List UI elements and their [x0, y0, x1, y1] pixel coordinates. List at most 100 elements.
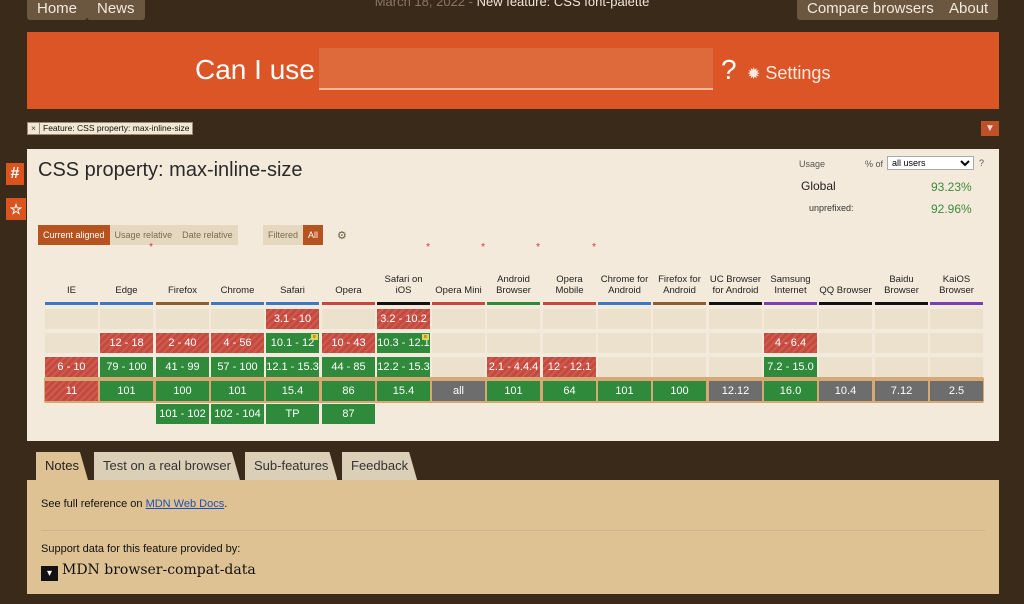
- browser-header[interactable]: Android Browser *: [487, 242, 540, 296]
- support-cell[interactable]: 10.3 - 12.1 ≡: [377, 333, 430, 353]
- support-cell[interactable]: 7.12: [875, 381, 928, 401]
- browser-color-bar: [598, 302, 651, 305]
- support-cell[interactable]: 101: [487, 381, 540, 401]
- browser-header[interactable]: Baidu Browser: [875, 246, 928, 296]
- empty-cell: [322, 309, 375, 329]
- support-cell[interactable]: 12 - 18: [100, 333, 153, 353]
- support-cell[interactable]: 101: [100, 381, 153, 401]
- browser-header[interactable]: IE: [45, 246, 98, 296]
- close-icon[interactable]: ×: [28, 123, 40, 134]
- support-cell[interactable]: 4 - 6.4: [764, 333, 817, 353]
- support-cell[interactable]: 6 - 10: [45, 357, 98, 377]
- support-cell[interactable]: 4 - 56: [211, 333, 264, 353]
- support-cell[interactable]: 2 - 40: [156, 333, 209, 353]
- support-cell[interactable]: 15.4: [377, 381, 430, 401]
- support-cell[interactable]: 101 - 102: [156, 404, 209, 424]
- browser-header[interactable]: Opera Mini *: [432, 242, 485, 296]
- tab-test-real-browser[interactable]: Test on a real browser: [94, 452, 240, 480]
- empty-cell: [598, 309, 651, 329]
- nav-home[interactable]: Home: [27, 0, 88, 20]
- version-range: 86: [342, 385, 355, 397]
- support-cell[interactable]: 44 - 85: [322, 357, 375, 377]
- hash-icon[interactable]: #: [6, 163, 24, 185]
- empty-cell: [930, 333, 983, 353]
- nav-about[interactable]: About: [939, 0, 999, 20]
- support-cell[interactable]: 2.5: [930, 381, 983, 401]
- support-cell[interactable]: 41 - 99: [156, 357, 209, 377]
- support-cell[interactable]: 57 - 100: [211, 357, 264, 377]
- empty-cell: [598, 333, 651, 353]
- tab-notes[interactable]: Notes: [36, 452, 88, 480]
- news-bar[interactable]: March 18, 2022 - New feature: CSS font-p…: [0, 0, 1024, 9]
- bcd-link[interactable]: ▾ MDN browser-compat-data: [41, 562, 256, 581]
- browser-header[interactable]: Chrome: [211, 246, 264, 296]
- support-cell[interactable]: 87: [322, 404, 375, 424]
- support-cell[interactable]: TP: [266, 404, 319, 424]
- browser-header[interactable]: Edge *: [100, 242, 153, 296]
- empty-cell: [156, 309, 209, 329]
- browser-header[interactable]: Opera Mobile *: [543, 242, 597, 296]
- browser-header[interactable]: Firefox: [156, 246, 209, 296]
- support-cell[interactable]: 2.1 - 4.4.4: [487, 357, 540, 377]
- version-range: 12.1 - 15.3: [266, 361, 319, 373]
- support-cell[interactable]: 102 - 104: [211, 404, 264, 424]
- browser-header[interactable]: Firefox for Android: [653, 246, 706, 296]
- tab-date-relative[interactable]: Date relative: [177, 225, 238, 245]
- filter-tabs: Filtered All: [263, 225, 324, 245]
- support-cell[interactable]: 79 - 100: [100, 357, 153, 377]
- support-cell[interactable]: 10 - 43: [322, 333, 375, 353]
- support-cell[interactable]: 10.1 - 12 ≡: [266, 333, 319, 353]
- browser-header[interactable]: Safari on iOS *: [377, 242, 430, 296]
- tab-usage-relative[interactable]: Usage relative: [109, 225, 178, 245]
- filter-icon[interactable]: ▼: [981, 121, 999, 136]
- browser-header[interactable]: Samsung Internet: [764, 246, 817, 296]
- tab-filtered[interactable]: Filtered: [263, 225, 304, 245]
- empty-cell: [709, 333, 762, 353]
- nav-compare-browsers[interactable]: Compare browsers: [797, 0, 944, 20]
- usage-users-select[interactable]: all users: [887, 156, 974, 170]
- support-cell[interactable]: 100: [653, 381, 706, 401]
- support-cell[interactable]: 10.4: [819, 381, 872, 401]
- tab-feedback[interactable]: Feedback: [342, 452, 417, 480]
- star-icon[interactable]: ☆: [6, 198, 26, 220]
- support-cell[interactable]: 101: [598, 381, 651, 401]
- browser-header[interactable]: Chrome for Android: [598, 246, 651, 296]
- support-cell[interactable]: 100: [156, 381, 209, 401]
- usage-box: Usage % of all users ? Global 93.23% unp…: [779, 149, 999, 219]
- support-cell[interactable]: 12.2 - 15.3: [377, 357, 430, 377]
- support-cell[interactable]: 12 - 12.1: [543, 357, 596, 377]
- support-cell[interactable]: 3.1 - 10: [266, 309, 319, 329]
- settings-button[interactable]: ✹ Settings: [747, 63, 830, 84]
- empty-cell: [653, 309, 706, 329]
- tab-all[interactable]: All: [303, 225, 324, 245]
- browser-header[interactable]: Opera: [322, 246, 375, 296]
- tab-current-aligned[interactable]: Current aligned: [38, 225, 110, 245]
- support-cell[interactable]: 12.12: [709, 381, 762, 401]
- browser-header[interactable]: Safari: [266, 246, 319, 296]
- table-settings-icon[interactable]: ⚙: [337, 230, 347, 242]
- support-cell[interactable]: all: [432, 381, 485, 401]
- support-cell[interactable]: 15.4: [266, 381, 319, 401]
- tab-sub-features[interactable]: Sub-features: [245, 452, 337, 480]
- support-cell[interactable]: 7.2 - 15.0: [764, 357, 817, 377]
- browser-header[interactable]: QQ Browser: [819, 246, 872, 296]
- asterisk-icon: *: [149, 242, 153, 253]
- support-cell[interactable]: 101: [211, 381, 264, 401]
- gear-icon: ✹: [747, 66, 761, 83]
- browser-header[interactable]: KaiOS Browser: [930, 246, 983, 296]
- nav-news[interactable]: News: [87, 0, 145, 20]
- news-headline[interactable]: New feature: CSS font-palette: [476, 0, 650, 9]
- browser-header[interactable]: UC Browser for Android: [709, 246, 762, 296]
- mdn-web-docs-link[interactable]: MDN Web Docs: [145, 498, 225, 510]
- support-cell[interactable]: 86: [322, 381, 375, 401]
- support-cell[interactable]: 11: [45, 381, 98, 401]
- feature-tag[interactable]: × Feature: CSS property: max-inline-size: [27, 122, 194, 135]
- version-range: 100: [670, 385, 689, 397]
- usage-help-icon[interactable]: ?: [979, 158, 985, 168]
- support-cell[interactable]: 64: [543, 381, 596, 401]
- support-cell[interactable]: 3.2 - 10.2: [377, 309, 430, 329]
- search-input[interactable]: [319, 48, 713, 90]
- support-cell[interactable]: 12.1 - 15.3: [266, 357, 319, 377]
- empty-cell: [875, 357, 928, 377]
- support-cell[interactable]: 16.0: [764, 381, 817, 401]
